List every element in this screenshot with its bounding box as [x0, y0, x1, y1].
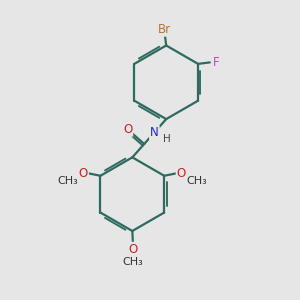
Text: O: O: [128, 243, 137, 256]
Text: O: O: [79, 167, 88, 180]
Text: F: F: [213, 56, 220, 69]
Text: H: H: [163, 134, 171, 144]
Text: CH₃: CH₃: [186, 176, 207, 186]
Text: CH₃: CH₃: [122, 256, 143, 267]
Text: N: N: [150, 126, 159, 139]
Text: CH₃: CH₃: [58, 176, 78, 186]
Text: Br: Br: [158, 23, 171, 36]
Text: O: O: [177, 167, 186, 180]
Text: O: O: [123, 123, 132, 136]
